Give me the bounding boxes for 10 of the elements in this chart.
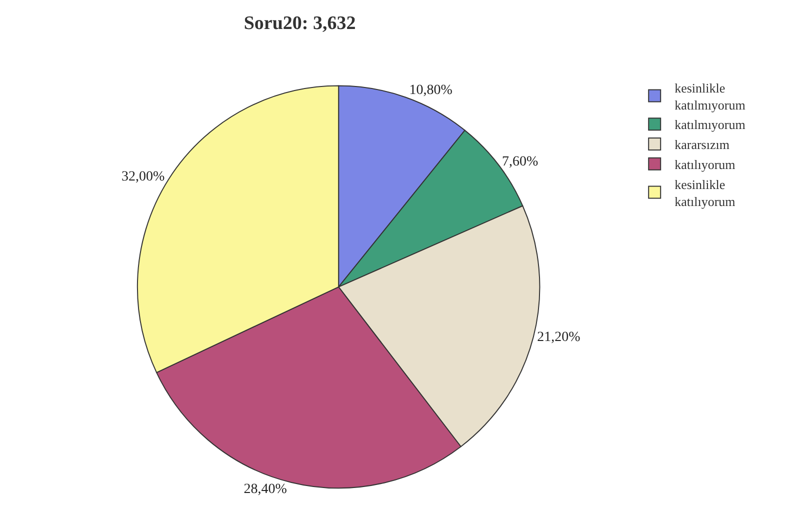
data-label: 28,40% (244, 482, 288, 497)
chart-title: Soru20: 3,632 (244, 12, 356, 34)
legend-label: katılmıyorum (674, 117, 746, 132)
legend-label: kararsızım (674, 137, 730, 152)
data-label: 10,80% (409, 83, 453, 98)
data-label: 32,00% (121, 169, 165, 184)
data-label: 21,20% (537, 330, 581, 345)
legend-label: kesinlikle katılıyorum (674, 176, 736, 209)
data-label: 7,60% (502, 154, 539, 170)
legend-label: katılıyorum (674, 156, 736, 172)
